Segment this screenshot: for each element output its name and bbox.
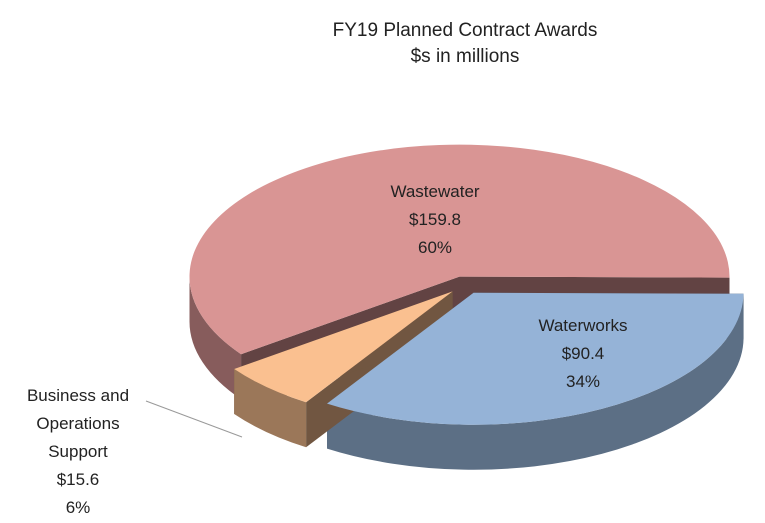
slice-side xyxy=(234,368,307,448)
slice xyxy=(327,292,744,425)
leader-line xyxy=(145,400,243,438)
slice-label: Waterworks $90.4 34% xyxy=(508,312,658,396)
percentage-label: 34% xyxy=(565,372,601,391)
category-label: Waterworks xyxy=(538,316,628,335)
slice xyxy=(189,144,730,355)
category-label: Business and Operations Support xyxy=(26,386,130,461)
value-label: $15.6 xyxy=(56,470,100,489)
value-label: $90.4 xyxy=(561,344,605,363)
slice-side xyxy=(189,276,242,400)
category-label: Wastewater xyxy=(390,182,480,201)
slice-label: Business and Operations Support $15.6 6% xyxy=(18,382,138,522)
slice-label: Wastewater $159.8 60% xyxy=(360,178,510,262)
percentage-label: 6% xyxy=(65,498,91,517)
value-label: $159.8 xyxy=(409,210,461,229)
chart-title: FY19 Planned Contract Awards xyxy=(332,20,598,41)
chart-subtitle: $s in millions xyxy=(410,46,520,67)
slice-side xyxy=(327,293,744,470)
percentage-label: 60% xyxy=(417,238,453,257)
slice xyxy=(234,291,453,403)
